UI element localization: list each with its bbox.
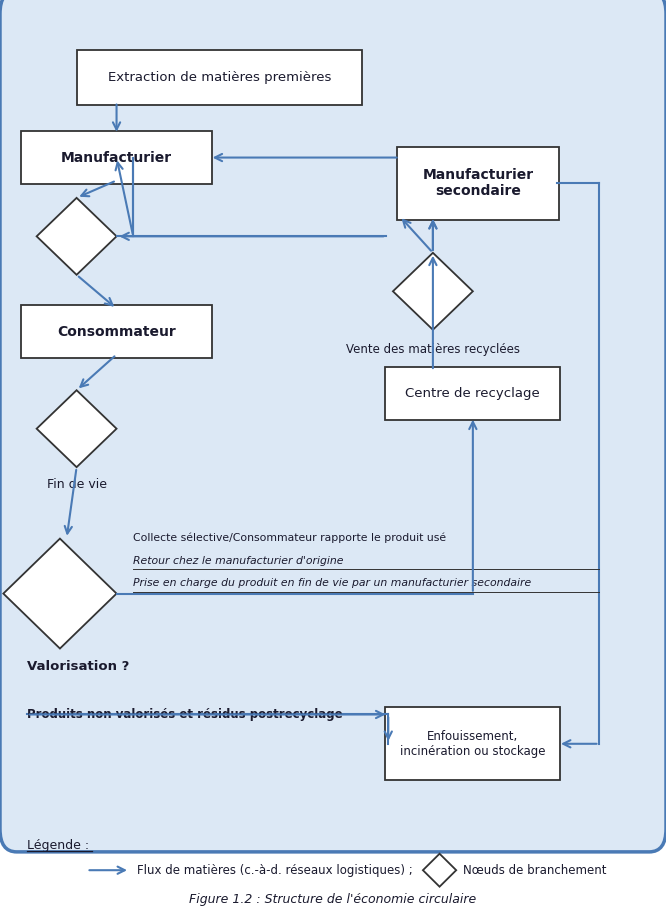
Text: Retour chez le manufacturier d'origine: Retour chez le manufacturier d'origine: [133, 556, 344, 565]
FancyBboxPatch shape: [21, 131, 212, 184]
Text: Prise en charge du produit en fin de vie par un manufacturier secondaire: Prise en charge du produit en fin de vie…: [133, 579, 531, 588]
Text: Collecte sélective/Consommateur rapporte le produit usé: Collecte sélective/Consommateur rapporte…: [133, 532, 446, 543]
FancyBboxPatch shape: [0, 0, 666, 852]
Text: Enfouissement,
incinération ou stockage: Enfouissement, incinération ou stockage: [400, 730, 545, 758]
Polygon shape: [37, 198, 117, 275]
Polygon shape: [37, 390, 117, 467]
Text: Consommateur: Consommateur: [57, 324, 176, 339]
Text: Flux de matières (c.-à-d. réseaux logistiques) ;: Flux de matières (c.-à-d. réseaux logist…: [137, 864, 412, 877]
Text: Vente des matières recyclées: Vente des matières recyclées: [346, 343, 520, 355]
Polygon shape: [393, 253, 473, 330]
FancyBboxPatch shape: [397, 147, 559, 220]
Text: Figure 1.2 : Structure de l'économie circulaire: Figure 1.2 : Structure de l'économie cir…: [189, 893, 477, 906]
Polygon shape: [3, 539, 117, 649]
FancyBboxPatch shape: [21, 305, 212, 358]
FancyBboxPatch shape: [385, 707, 560, 780]
Polygon shape: [423, 854, 456, 887]
Text: Centre de recyclage: Centre de recyclage: [406, 387, 540, 400]
Text: Produits non valorisés et résidus postrecyclage: Produits non valorisés et résidus postre…: [27, 708, 342, 721]
Text: Manufacturier
secondaire: Manufacturier secondaire: [423, 169, 533, 198]
FancyBboxPatch shape: [77, 50, 362, 105]
Text: Manufacturier: Manufacturier: [61, 150, 172, 165]
Text: Légende :: Légende :: [27, 839, 89, 852]
FancyBboxPatch shape: [385, 367, 560, 420]
Text: Nœuds de branchement: Nœuds de branchement: [463, 864, 606, 877]
Text: Fin de vie: Fin de vie: [47, 478, 107, 491]
Text: Valorisation ?: Valorisation ?: [27, 660, 129, 673]
Text: Extraction de matières premières: Extraction de matières premières: [108, 71, 332, 84]
